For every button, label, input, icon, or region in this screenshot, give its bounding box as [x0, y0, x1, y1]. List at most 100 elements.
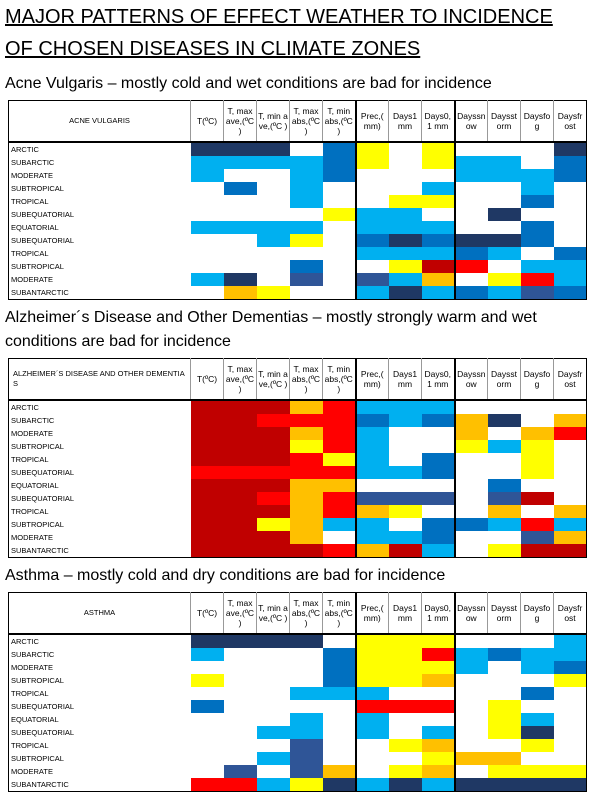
row-label: SUBTROPICAL — [11, 262, 64, 271]
heat-cell — [453, 531, 488, 544]
heat-cell — [289, 400, 323, 414]
heat-cell — [322, 260, 356, 273]
heat-cell — [289, 182, 323, 195]
heat-cell — [520, 518, 554, 531]
heat-cell — [453, 208, 488, 221]
heat-cell — [354, 156, 389, 169]
heat-cell — [388, 492, 422, 505]
heat-cell — [553, 752, 587, 765]
heat-cell — [520, 505, 554, 518]
heat-cell — [553, 505, 587, 518]
heat-cell — [421, 156, 455, 169]
heat-cell — [223, 466, 257, 479]
heat-cell — [421, 479, 455, 492]
heat-cell — [421, 648, 455, 661]
row-label: MODERATE — [11, 275, 53, 284]
heat-cell — [190, 531, 224, 544]
heat-cell — [388, 648, 422, 661]
heat-cell — [453, 713, 488, 726]
heat-cell — [354, 700, 389, 713]
heat-cell — [289, 414, 323, 427]
heat-cell — [520, 687, 554, 700]
heat-cell — [421, 260, 455, 273]
heat-cell — [487, 674, 521, 687]
row: TROPICAL — [9, 247, 587, 260]
heat-cell — [256, 260, 290, 273]
heat-cell — [553, 687, 587, 700]
row-label: EQUATORIAL — [11, 715, 59, 724]
column-header: T, max abs,(ºC ) — [289, 100, 323, 143]
heat-cell — [553, 400, 587, 414]
heat-cell — [322, 208, 356, 221]
heat-cell — [256, 634, 290, 648]
heat-cell — [487, 260, 521, 273]
heat-cell — [256, 778, 290, 792]
heat-cell — [388, 273, 422, 286]
heat-cell — [322, 440, 356, 453]
heat-cell — [487, 544, 521, 558]
row: SUBTROPICAL — [9, 674, 587, 687]
heat-cell — [388, 479, 422, 492]
heat-cell — [520, 440, 554, 453]
heat-cell — [190, 739, 224, 752]
heat-cell — [388, 221, 422, 234]
heat-cell — [256, 492, 290, 505]
heat-cell — [190, 492, 224, 505]
heat-cell — [453, 286, 488, 300]
row-label: SUBANTARCTIC — [11, 288, 69, 297]
heat-cell — [388, 778, 422, 792]
heat-cell — [487, 247, 521, 260]
row-label: SUBARCTIC — [11, 158, 55, 167]
heat-cell — [354, 674, 389, 687]
heat-cell — [322, 674, 356, 687]
heat-cell — [190, 286, 224, 300]
heat-cell — [190, 765, 224, 778]
heat-cell — [354, 765, 389, 778]
heat-cell — [289, 518, 323, 531]
heat-cell — [553, 713, 587, 726]
heat-cell — [322, 453, 356, 466]
heat-cell — [289, 453, 323, 466]
row: SUBARCTIC — [9, 156, 587, 169]
heat-cell — [421, 674, 455, 687]
heat-cell — [520, 453, 554, 466]
heat-cell — [256, 169, 290, 182]
row-label: SUBEQUATORIAL — [11, 236, 75, 245]
heat-cell — [553, 440, 587, 453]
heat-cell — [453, 739, 488, 752]
row: SUBEQUATORIAL — [9, 700, 587, 713]
heat-cell — [256, 156, 290, 169]
heat-cell — [520, 260, 554, 273]
heat-cell — [453, 427, 488, 440]
heat-cell — [289, 195, 323, 208]
heat-cell — [223, 544, 257, 558]
column-header: Daysfr ost — [553, 592, 587, 635]
heat-cell — [421, 726, 455, 739]
heat-cell — [421, 273, 455, 286]
heat-cell — [520, 400, 554, 414]
heat-cell — [388, 414, 422, 427]
heat-cell — [421, 492, 455, 505]
heat-cell — [223, 453, 257, 466]
heat-cell — [322, 273, 356, 286]
heat-cell — [354, 234, 389, 247]
heat-cell — [487, 765, 521, 778]
heat-cell — [520, 661, 554, 674]
column-header: Prec,( mm) — [354, 358, 389, 401]
heat-cell — [354, 208, 389, 221]
heat-cell — [487, 648, 521, 661]
heat-cell — [289, 208, 323, 221]
heat-cell — [354, 440, 389, 453]
heat-cell — [388, 182, 422, 195]
heat-cell — [388, 518, 422, 531]
heat-cell — [388, 634, 422, 648]
heat-cell — [553, 427, 587, 440]
heat-cell — [190, 726, 224, 739]
heat-cell — [190, 778, 224, 792]
heat-cell — [553, 518, 587, 531]
heat-cell — [354, 466, 389, 479]
heat-cell — [354, 286, 389, 300]
heat-cell — [487, 634, 521, 648]
heat-cell — [388, 531, 422, 544]
title: OF CHOSEN DISEASES IN CLIMATE ZONES — [5, 38, 421, 60]
